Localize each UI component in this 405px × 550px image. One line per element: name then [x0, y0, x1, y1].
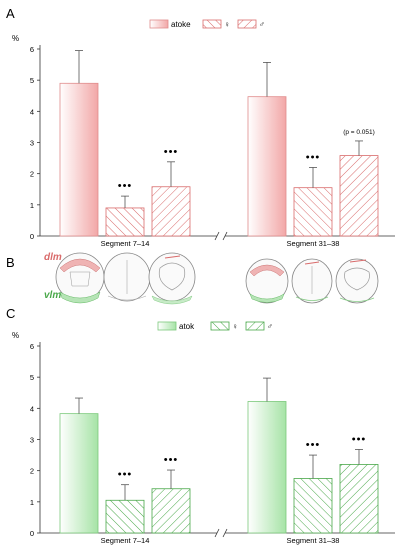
bar	[247, 96, 287, 237]
y-tick-label: 1	[30, 201, 34, 210]
vim-label: vlm	[44, 290, 61, 301]
bar	[105, 499, 145, 534]
y-tick-label: 2	[30, 170, 34, 179]
section-4	[245, 258, 289, 304]
legend-label: ♂	[267, 322, 273, 331]
bar	[59, 82, 99, 237]
significance-annotation: •••	[164, 454, 179, 466]
y-tick-label: 5	[30, 373, 34, 382]
bar	[59, 413, 99, 534]
chart-c: C% 0 1 2 3 4 5 6 Segment 7–14 Segment 31–38 ••• •••…	[6, 306, 395, 545]
y-tick-label: 4	[30, 107, 34, 116]
panel-label: C	[6, 306, 15, 321]
significance-annotation: •••	[306, 151, 321, 163]
section-6	[335, 258, 379, 304]
bar	[293, 187, 333, 237]
bar	[339, 464, 379, 534]
y-axis-label: %	[12, 331, 19, 340]
significance-annotation: •••	[118, 180, 133, 192]
axis-break-mark	[214, 231, 220, 241]
legend-swatch	[245, 321, 265, 331]
axis-break-mark	[214, 528, 220, 538]
legend-label: ♂	[259, 20, 265, 29]
y-tick-label: 5	[30, 76, 34, 85]
y-tick-label: 0	[30, 232, 34, 241]
bar	[293, 478, 333, 534]
panel-b-label: B	[6, 255, 15, 270]
significance-annotation: (p = 0.051)	[343, 129, 375, 136]
significance-annotation: •••	[306, 439, 321, 451]
y-tick-label: 6	[30, 342, 34, 351]
legend-swatch	[157, 321, 177, 331]
legend-label: ♀	[232, 322, 238, 331]
legend-label: atok	[179, 322, 195, 331]
legend-swatch	[202, 19, 222, 29]
chart-a: A% 0 1 2 3 4 5 6 Segment 7–14 Segment 31–38 ••• •••…	[6, 6, 395, 248]
y-tick-label: 0	[30, 529, 34, 538]
y-tick-label: 3	[30, 139, 34, 148]
x-tick-label: Segment 7–14	[101, 536, 150, 545]
significance-annotation: •••	[164, 146, 179, 158]
y-tick-label: 2	[30, 467, 34, 476]
section-3	[148, 252, 196, 305]
x-tick-label: Segment 7–14	[101, 239, 150, 248]
x-tick-label: Segment 31–38	[287, 239, 340, 248]
y-axis-label: %	[12, 34, 19, 43]
y-tick-label: 3	[30, 436, 34, 445]
y-tick-label: 6	[30, 45, 34, 54]
panel-b: B dlm vlm	[6, 252, 379, 305]
section-1	[55, 252, 105, 304]
x-tick-label: Segment 31–38	[287, 536, 340, 545]
legend-label: ♀	[224, 20, 230, 29]
axis-break-mark	[222, 528, 228, 538]
section-5	[291, 258, 333, 304]
panel-label: A	[6, 6, 15, 21]
bar	[339, 155, 379, 237]
legend-label: atoke	[171, 20, 191, 29]
axis-break-mark	[222, 231, 228, 241]
legend-swatch	[149, 19, 169, 29]
bar	[151, 186, 191, 237]
bar	[151, 488, 191, 534]
bar	[247, 401, 287, 534]
dim-label: dlm	[44, 252, 62, 263]
bar	[105, 207, 145, 237]
significance-annotation: •••	[118, 469, 133, 481]
y-tick-label: 4	[30, 404, 34, 413]
legend-swatch	[237, 19, 257, 29]
legend-swatch	[210, 321, 230, 331]
significance-annotation: •••	[352, 433, 367, 445]
y-tick-label: 1	[30, 498, 34, 507]
section-2	[103, 252, 151, 302]
